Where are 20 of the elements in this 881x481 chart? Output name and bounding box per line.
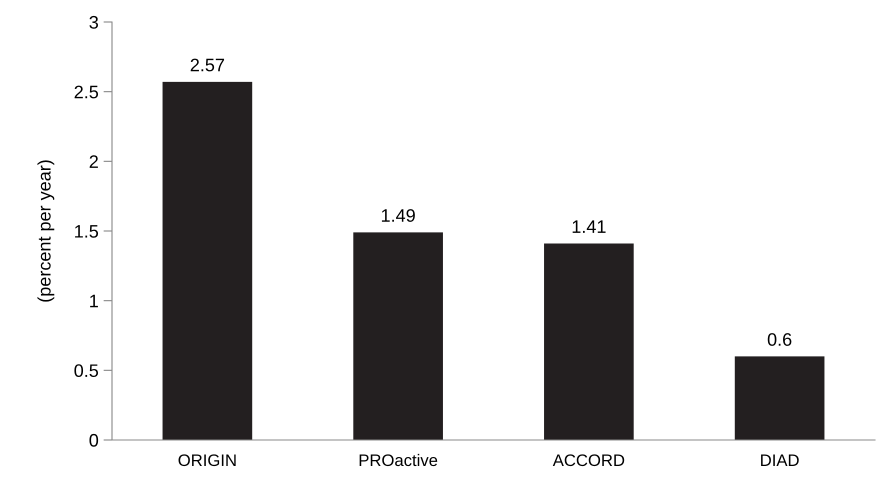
- y-tick-label: 0.5: [74, 364, 98, 378]
- x-tick-label: ACCORD: [552, 454, 624, 466]
- y-tick-label: 2.5: [74, 86, 98, 98]
- bar: [162, 82, 252, 440]
- bar: [544, 244, 634, 440]
- bar: [353, 232, 443, 440]
- data-label: 2.57: [190, 58, 224, 72]
- y-tick-label: 3: [89, 16, 98, 29]
- x-tick-label: ORIGIN: [178, 454, 236, 466]
- data-label: 1.49: [382, 209, 415, 222]
- x-tick-label: PROactive: [360, 454, 438, 466]
- y-tick-label: 0: [89, 434, 98, 447]
- x-tick-label: DIAD: [761, 454, 799, 466]
- y-tick-label: 2: [90, 155, 98, 168]
- bar: [734, 356, 824, 440]
- y-axis-title: (percent per year): [37, 160, 54, 302]
- y-tick-label: 1: [90, 294, 98, 308]
- data-label: 1.41: [572, 220, 606, 233]
- data-label: 0.6: [768, 333, 792, 346]
- y-tick-label: 1.5: [75, 225, 98, 238]
